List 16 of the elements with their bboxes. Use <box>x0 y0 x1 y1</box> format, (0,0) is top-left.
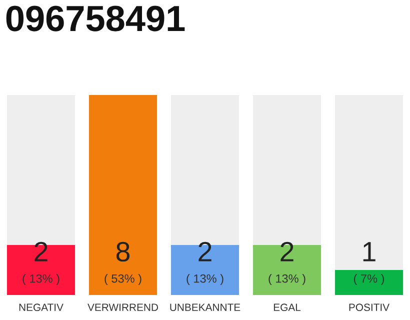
data-label: 2 <box>34 242 48 262</box>
x-tick-label: VERWIRREND <box>88 304 158 311</box>
x-tick-label: EGAL <box>274 304 301 312</box>
annotation: ( 13% ) <box>22 274 60 286</box>
annotation: ( 53% ) <box>104 274 142 286</box>
data-label: 1 <box>363 242 376 262</box>
x-tick-label: POSITIV <box>349 304 390 312</box>
x-tick-label: NEGATIV <box>19 304 64 312</box>
x-tick-label: UNBEKANNTE <box>170 304 240 312</box>
annotation: ( 13% ) <box>268 274 306 286</box>
chart-title: 096758491 <box>6 6 185 32</box>
data-label: 8 <box>116 242 130 262</box>
data-label: 2 <box>198 242 212 262</box>
annotation: ( 7% ) <box>354 274 384 286</box>
data-label: 2 <box>280 242 294 262</box>
annotation: ( 13% ) <box>186 274 224 286</box>
